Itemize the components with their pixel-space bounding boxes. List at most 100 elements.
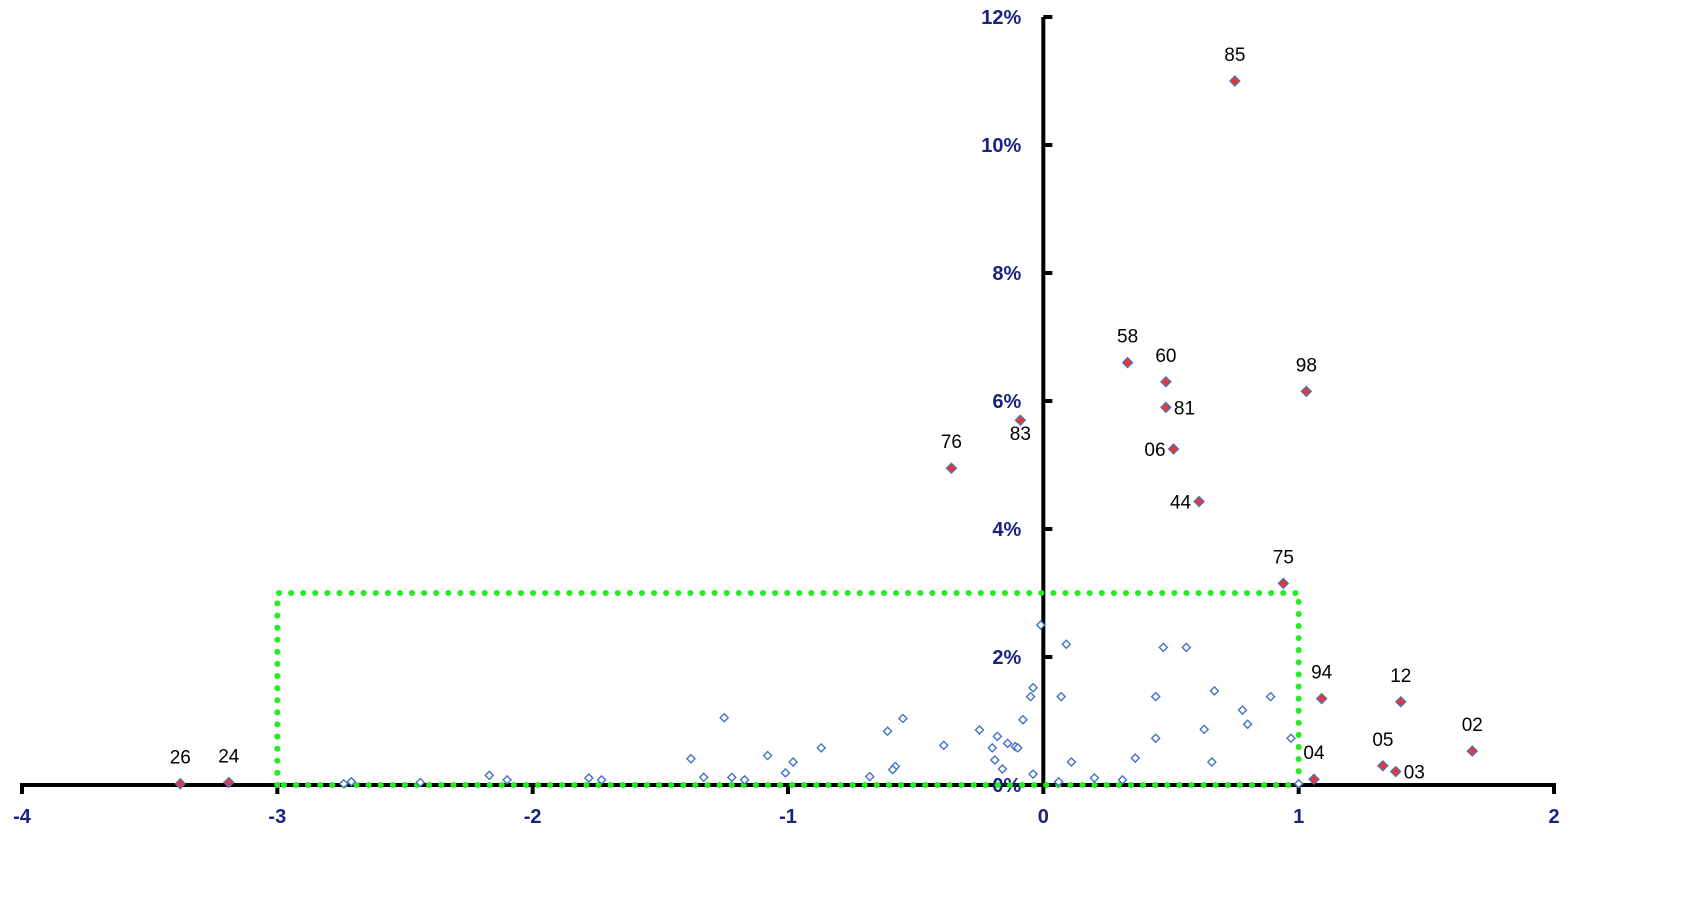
data-point [1056, 691, 1067, 702]
labeled-data-point [1193, 495, 1205, 508]
x-tick-label: -1 [779, 806, 797, 828]
data-point [1012, 742, 1023, 753]
data-point [1028, 769, 1039, 780]
labeled-data-point [1308, 773, 1320, 786]
y-tick-label: 6% [992, 391, 1021, 413]
labeled-data-point [1394, 695, 1407, 708]
data-point [1061, 639, 1072, 650]
data-point [1150, 691, 1161, 702]
data-point [938, 740, 949, 751]
labeled-data-point [1167, 443, 1180, 455]
point-label: 60 [1155, 346, 1176, 367]
data-point [726, 772, 737, 783]
data-point [1130, 753, 1141, 764]
labeled-data-point [1389, 765, 1402, 778]
x-tick-label: -4 [13, 806, 32, 828]
point-label: 94 [1311, 663, 1333, 684]
labeled-data-point [945, 462, 958, 475]
labeled-data-point [1277, 577, 1290, 590]
labeled-data-point [1228, 75, 1241, 87]
data-point [762, 750, 773, 761]
point-label: 81 [1174, 398, 1195, 419]
labeled-data-point [1160, 401, 1172, 414]
y-tick-label: 10% [981, 135, 1021, 157]
point-label: 44 [1170, 492, 1192, 513]
data-point [1089, 772, 1100, 783]
data-point [887, 764, 898, 775]
y-tick-label: 12% [981, 7, 1021, 29]
labeled-data-point [1121, 356, 1134, 369]
data-point [780, 767, 791, 778]
data-point [338, 778, 349, 789]
data-point [719, 712, 730, 723]
data-point [1025, 691, 1036, 702]
data-point [1199, 724, 1210, 735]
data-point [974, 724, 985, 735]
point-label: 26 [170, 748, 191, 769]
point-label: 98 [1296, 355, 1317, 376]
data-point [415, 777, 426, 788]
point-label: 05 [1372, 730, 1393, 751]
data-point [816, 742, 827, 753]
point-label: 58 [1117, 327, 1138, 348]
point-label: 75 [1273, 547, 1294, 568]
data-point [1150, 733, 1161, 744]
data-point [1002, 738, 1013, 749]
data-point [1286, 733, 1296, 744]
data-point [987, 742, 998, 753]
data-point [1035, 620, 1046, 630]
y-tick-label: 4% [992, 519, 1021, 541]
data-point [1209, 685, 1220, 696]
data-point [1158, 642, 1169, 653]
point-label: 03 [1404, 763, 1425, 784]
data-point [346, 776, 357, 787]
data-point [1017, 714, 1028, 725]
data-point [1242, 719, 1253, 730]
data-point [583, 772, 594, 783]
data-point [1117, 774, 1128, 785]
x-tick-label: -3 [268, 806, 286, 828]
point-label: 06 [1144, 440, 1165, 461]
data-point [788, 756, 799, 767]
data-point [864, 771, 875, 782]
x-tick-label: 1 [1293, 806, 1304, 828]
data-point [1028, 682, 1039, 693]
data-point [997, 764, 1008, 774]
labeled-data-point [1160, 375, 1172, 388]
data-point [685, 753, 696, 764]
labeled-data-point [222, 776, 235, 789]
data-point [596, 774, 607, 785]
x-tick-label: 0 [1038, 806, 1049, 828]
threshold-region-box [274, 590, 1302, 788]
x-tick-label: 2 [1548, 806, 1559, 828]
labeled-data-point [1315, 692, 1328, 705]
data-point [1181, 642, 1192, 653]
data-point [502, 774, 513, 785]
data-point [1293, 778, 1304, 789]
point-label: 83 [1010, 424, 1031, 445]
data-point [739, 774, 750, 785]
data-point [1265, 691, 1276, 702]
labeled-data-point [1300, 385, 1313, 398]
y-tick-label: 8% [992, 263, 1021, 285]
point-label: 12 [1390, 666, 1411, 687]
point-label: 04 [1303, 743, 1325, 764]
data-point [1053, 776, 1064, 787]
point-label: 76 [941, 432, 962, 453]
labeled-data-point [1377, 759, 1389, 772]
data-point [1237, 705, 1248, 716]
data-point [698, 772, 709, 783]
data-point [882, 726, 893, 737]
data-point [1066, 756, 1077, 767]
data-point [989, 755, 1000, 766]
y-tick-label: 2% [992, 647, 1021, 669]
x-tick-label: -2 [524, 806, 542, 828]
data-point [484, 770, 495, 781]
labeled-data-point [1014, 414, 1027, 427]
y-tick-label: 0% [992, 775, 1021, 797]
labeled-data-point [1466, 745, 1479, 757]
data-point [1206, 756, 1217, 767]
point-label: 24 [218, 746, 240, 767]
